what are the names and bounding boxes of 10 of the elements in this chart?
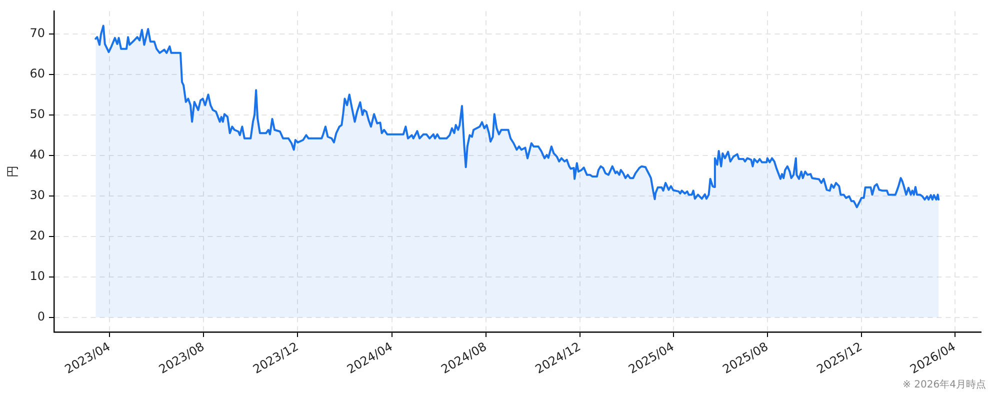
y-tick-label: 0 (37, 310, 45, 324)
y-tick-label: 10 (30, 269, 45, 284)
y-tick-label: 60 (30, 66, 45, 81)
text: ※ 2026年4月時点 (902, 378, 986, 391)
y-tick-label: 50 (30, 107, 45, 122)
y-tick-label: 30 (30, 188, 45, 202)
y-tick-label: 40 (30, 148, 45, 162)
y-tick-label: 70 (30, 26, 45, 40)
y-axis-title: 円 (5, 166, 20, 178)
y-tick-label: 20 (30, 228, 45, 243)
